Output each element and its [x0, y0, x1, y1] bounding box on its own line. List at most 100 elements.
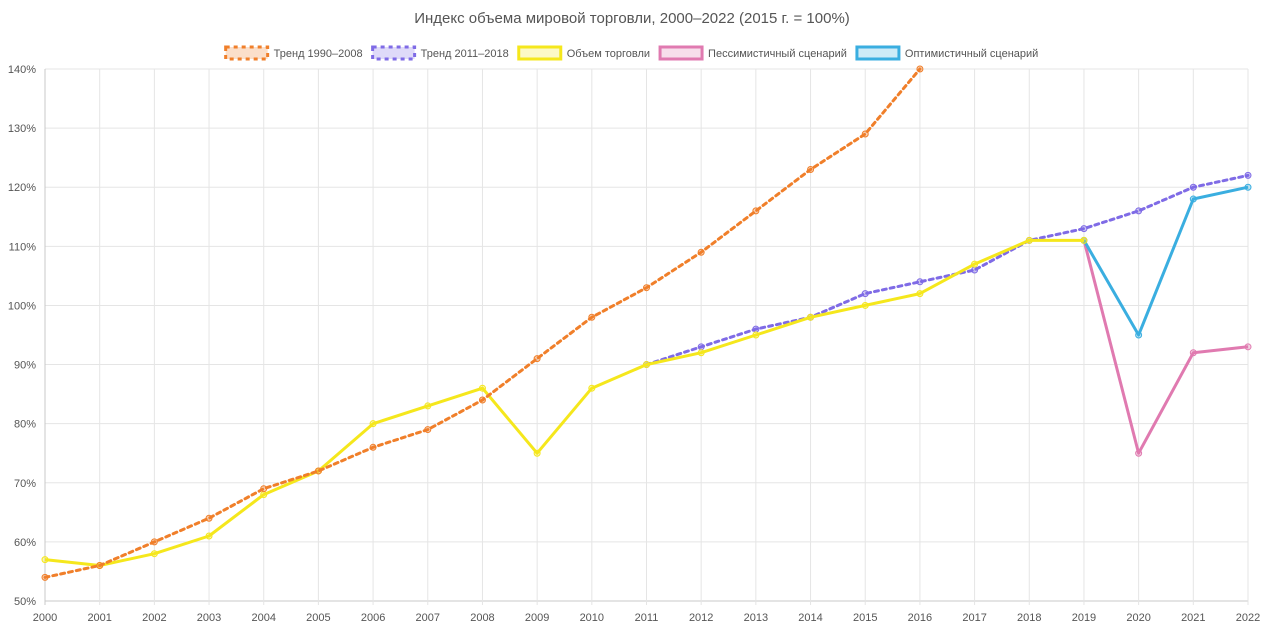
legend-swatch: [371, 45, 417, 61]
data-point[interactable]: [1135, 331, 1143, 339]
data-point[interactable]: [260, 485, 268, 493]
data-point[interactable]: [697, 343, 705, 351]
legend-item[interactable]: Пессимистичный сценарий: [658, 45, 847, 61]
x-tick-label: 2019: [1072, 612, 1096, 624]
series-5: [1080, 183, 1252, 339]
y-tick-label: 70%: [14, 478, 36, 490]
x-tick-label: 2013: [744, 612, 768, 624]
data-point[interactable]: [752, 207, 760, 215]
x-tick-label: 2007: [416, 612, 440, 624]
data-point[interactable]: [861, 301, 869, 309]
series-line: [1082, 185, 1249, 337]
x-tick-label: 2016: [908, 612, 932, 624]
y-tick-label: 130%: [8, 123, 36, 135]
data-point[interactable]: [916, 290, 924, 298]
data-point[interactable]: [588, 384, 596, 392]
data-point[interactable]: [971, 260, 979, 268]
y-tick-label: 110%: [9, 241, 37, 253]
x-tick-label: 2020: [1126, 612, 1150, 624]
legend-swatch: [658, 45, 704, 61]
legend: Тренд 1990–2008 Тренд 2011–2018 Объем торг…: [224, 45, 1038, 61]
data-point[interactable]: [424, 426, 432, 434]
x-tick-label: 2012: [689, 612, 713, 624]
data-point[interactable]: [861, 290, 869, 298]
legend-item[interactable]: Объем торговли: [517, 45, 650, 61]
data-point[interactable]: [41, 556, 49, 564]
data-point[interactable]: [807, 313, 815, 321]
data-point[interactable]: [1189, 349, 1197, 357]
data-point[interactable]: [643, 361, 650, 369]
data-point[interactable]: [1244, 343, 1252, 351]
legend-swatch: [224, 45, 270, 61]
data-point[interactable]: [752, 325, 760, 333]
data-point[interactable]: [916, 278, 924, 286]
x-tick-label: 2022: [1236, 612, 1260, 624]
legend-swatch: [855, 45, 901, 61]
axis-ticks: 50% 60% 70% 80% 90% 100% 110% 120% 130% 140% 2000 2…: [8, 64, 1260, 624]
data-point[interactable]: [807, 165, 815, 173]
data-point[interactable]: [205, 514, 213, 522]
series-line: [1082, 240, 1249, 455]
data-point[interactable]: [1080, 225, 1088, 233]
data-point[interactable]: [1080, 236, 1088, 244]
data-point[interactable]: [971, 266, 979, 274]
data-point[interactable]: [41, 573, 49, 581]
series-line: [44, 238, 1084, 567]
x-tick-label: 2004: [251, 612, 275, 624]
legend-item[interactable]: Тренд 1990–2008: [224, 45, 363, 61]
data-point[interactable]: [1244, 183, 1252, 191]
x-tick-label: 2009: [525, 612, 549, 624]
x-tick-label: 2001: [87, 612, 111, 624]
data-point[interactable]: [1135, 449, 1143, 457]
data-point[interactable]: [150, 550, 158, 558]
data-point[interactable]: [697, 248, 705, 256]
series-1: [41, 65, 924, 581]
data-point[interactable]: [478, 384, 486, 392]
legend-label: Пессимистичный сценарий: [708, 48, 847, 60]
x-tick-label: 2017: [962, 612, 986, 624]
legend-label: Тренд 1990–2008: [274, 48, 363, 60]
data-point[interactable]: [1244, 171, 1252, 179]
x-tick-label: 2010: [580, 612, 604, 624]
data-point[interactable]: [478, 396, 486, 404]
data-point[interactable]: [533, 449, 541, 457]
data-point[interactable]: [1135, 207, 1143, 215]
legend-item[interactable]: Тренд 2011–2018: [371, 45, 509, 61]
data-point[interactable]: [424, 402, 432, 410]
data-point[interactable]: [752, 331, 760, 339]
data-point[interactable]: [369, 443, 377, 451]
data-point[interactable]: [533, 355, 541, 363]
y-tick-label: 120%: [8, 182, 36, 194]
x-tick-label: 2008: [470, 612, 494, 624]
x-tick-label: 2002: [142, 612, 166, 624]
data-point[interactable]: [1189, 195, 1197, 203]
data-point[interactable]: [1189, 183, 1197, 191]
data-point[interactable]: [369, 420, 377, 428]
legend-label: Тренд 2011–2018: [421, 48, 509, 60]
data-point[interactable]: [643, 284, 650, 292]
x-tick-label: 2015: [853, 612, 877, 624]
data-point[interactable]: [588, 313, 596, 321]
data-point[interactable]: [861, 130, 869, 138]
data-point[interactable]: [96, 562, 104, 570]
data-point[interactable]: [1025, 236, 1033, 244]
chart-title: Индекс объема мировой торговли, 2000–202…: [414, 10, 850, 27]
data-point[interactable]: [260, 491, 268, 499]
x-tick-label: 2000: [33, 612, 57, 624]
y-tick-label: 60%: [14, 537, 36, 549]
series-line: [43, 67, 922, 579]
y-tick-label: 100%: [8, 300, 36, 312]
x-tick-label: 2003: [197, 612, 221, 624]
series-2: [643, 171, 1252, 369]
data-point[interactable]: [314, 467, 322, 475]
x-tick-label: 2018: [1017, 612, 1041, 624]
data-point[interactable]: [916, 65, 924, 73]
data-point[interactable]: [697, 349, 705, 357]
data-point[interactable]: [150, 538, 158, 546]
y-tick-label: 90%: [14, 360, 36, 372]
legend-item[interactable]: Оптимистичный сценарий: [855, 45, 1038, 61]
data-point[interactable]: [205, 532, 213, 540]
x-tick-label: 2006: [361, 612, 385, 624]
y-tick-label: 50%: [14, 596, 36, 608]
